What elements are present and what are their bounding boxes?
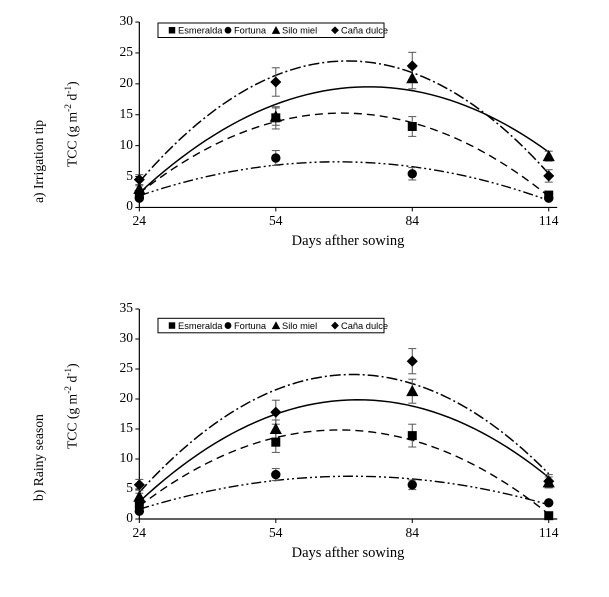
svg-text:Esmeralda: Esmeralda (178, 321, 223, 331)
svg-text:Silo miel: Silo miel (282, 26, 317, 36)
svg-text:Esmeralda: Esmeralda (178, 26, 223, 36)
svg-text:Fortuna: Fortuna (234, 26, 267, 36)
svg-text:Caña dulce: Caña dulce (341, 321, 388, 331)
svg-text:Silo miel: Silo miel (282, 321, 317, 331)
svg-text:Caña dulce: Caña dulce (341, 26, 388, 36)
svg-text:Fortuna: Fortuna (234, 321, 267, 331)
